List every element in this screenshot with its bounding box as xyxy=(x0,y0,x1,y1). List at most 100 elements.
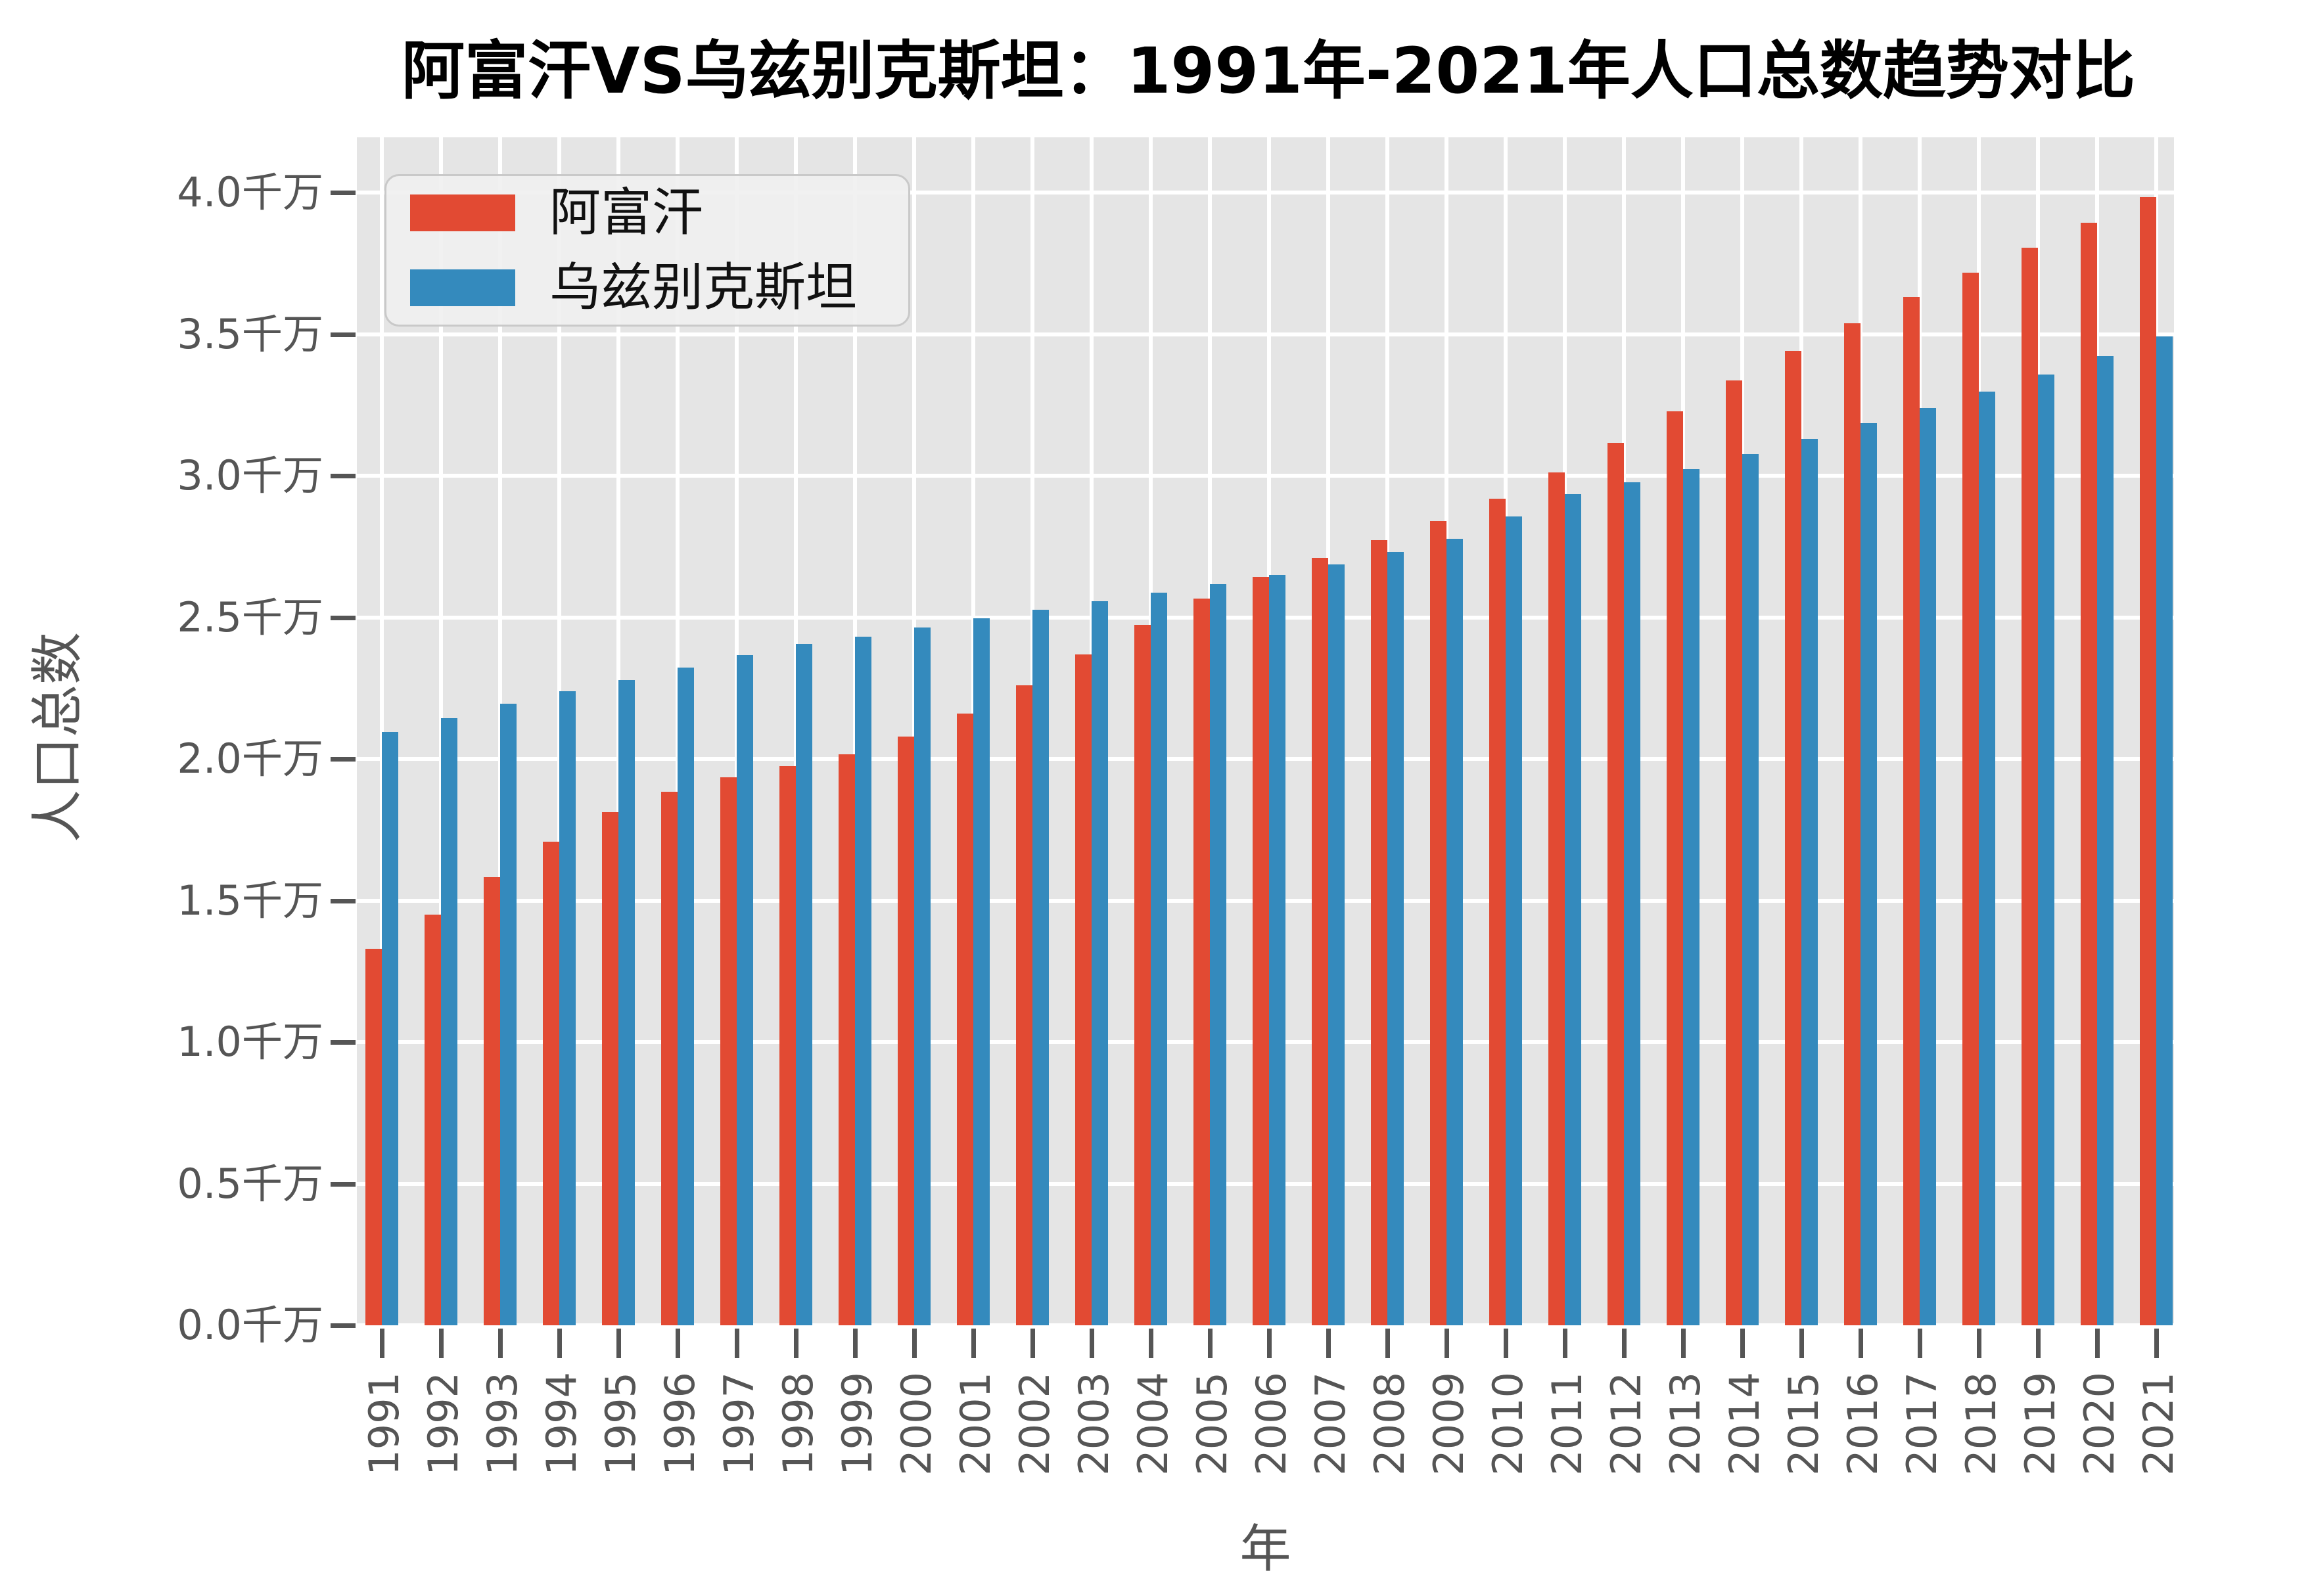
legend-swatch-afghanistan xyxy=(410,194,515,231)
bar-uzbekistan-1998 xyxy=(796,644,812,1325)
bar-afghanistan-2010 xyxy=(1489,499,1506,1325)
y-tick-label-3.5千万: 3.5千万 xyxy=(177,309,323,358)
bar-uzbekistan-2008 xyxy=(1387,552,1404,1325)
legend-label-uzbekistan: 乌兹别克斯坦 xyxy=(549,258,858,317)
bar-afghanistan-1997 xyxy=(720,777,737,1325)
bar-uzbekistan-1995 xyxy=(618,680,635,1325)
y-tick-label-1.0千万: 1.0千万 xyxy=(177,1018,323,1066)
x-tick-label-2007: 2007 xyxy=(1306,1372,1354,1476)
bar-afghanistan-2012 xyxy=(1607,443,1624,1325)
y-tick-label-3.0千万: 3.0千万 xyxy=(177,451,323,499)
bar-afghanistan-2006 xyxy=(1253,577,1269,1325)
bar-afghanistan-2007 xyxy=(1312,558,1328,1325)
x-tick-label-2005: 2005 xyxy=(1188,1372,1236,1476)
x-tick-label-2012: 2012 xyxy=(1602,1372,1650,1476)
bar-afghanistan-1998 xyxy=(779,766,796,1325)
x-tick-mark-2018 xyxy=(1977,1329,1981,1358)
x-tick-label-1998: 1998 xyxy=(774,1372,822,1476)
y-axis-label: 人口总数 xyxy=(27,632,88,842)
bar-uzbekistan-2020 xyxy=(2097,356,2114,1325)
x-tick-mark-2020 xyxy=(2095,1329,2100,1358)
bar-uzbekistan-2021 xyxy=(2156,336,2173,1325)
chart-title: 阿富汗VS乌兹别克斯坦：1991年-2021年人口总数趋势对比 xyxy=(402,34,2135,108)
x-tick-label-1991: 1991 xyxy=(360,1372,408,1476)
bar-uzbekistan-2010 xyxy=(1506,516,1522,1325)
x-tick-mark-1995 xyxy=(616,1329,621,1358)
bar-afghanistan-1996 xyxy=(661,792,678,1325)
x-tick-label-2006: 2006 xyxy=(1247,1372,1295,1476)
bar-afghanistan-2021 xyxy=(2140,197,2156,1325)
x-tick-label-2021: 2021 xyxy=(2135,1372,2183,1476)
x-axis-label: 年 xyxy=(1239,1520,1291,1579)
x-tick-mark-2011 xyxy=(1563,1329,1567,1358)
x-tick-mark-2014 xyxy=(1740,1329,1745,1358)
bar-uzbekistan-2004 xyxy=(1151,593,1167,1325)
bar-afghanistan-1993 xyxy=(484,877,500,1325)
bar-uzbekistan-2006 xyxy=(1269,575,1285,1325)
x-tick-mark-1991 xyxy=(380,1329,384,1358)
bar-afghanistan-2002 xyxy=(1016,685,1032,1325)
y-tick-mark-3.5千万 xyxy=(331,332,356,337)
bar-uzbekistan-1996 xyxy=(678,668,694,1325)
x-tick-mark-2017 xyxy=(1918,1329,1922,1358)
x-tick-mark-2004 xyxy=(1149,1329,1153,1358)
x-tick-mark-2009 xyxy=(1445,1329,1449,1358)
bar-afghanistan-2013 xyxy=(1667,411,1683,1325)
legend-item-afghanistan: 阿富汗 xyxy=(410,187,908,239)
bar-afghanistan-2004 xyxy=(1134,625,1151,1325)
x-tick-label-2017: 2017 xyxy=(1898,1372,1946,1476)
bar-uzbekistan-2001 xyxy=(973,618,990,1325)
bar-afghanistan-2003 xyxy=(1075,654,1092,1325)
x-tick-label-2002: 2002 xyxy=(1011,1372,1059,1476)
bar-uzbekistan-1994 xyxy=(559,691,576,1325)
y-tick-label-0.5千万: 0.5千万 xyxy=(177,1159,323,1208)
bar-uzbekistan-2016 xyxy=(1861,423,1877,1325)
x-tick-label-2003: 2003 xyxy=(1070,1372,1118,1476)
bar-afghanistan-1991 xyxy=(365,949,382,1325)
bar-uzbekistan-2018 xyxy=(1979,392,1995,1325)
x-tick-label-2016: 2016 xyxy=(1839,1372,1887,1476)
y-tick-mark-0.5千万 xyxy=(331,1181,356,1187)
bar-afghanistan-2015 xyxy=(1785,351,1801,1325)
legend-item-uzbekistan: 乌兹别克斯坦 xyxy=(410,262,908,313)
gridline-v-1991 xyxy=(380,137,384,1325)
x-tick-mark-2015 xyxy=(1799,1329,1804,1358)
bar-afghanistan-2019 xyxy=(2022,248,2038,1325)
bar-uzbekistan-2000 xyxy=(914,627,931,1325)
bar-uzbekistan-1993 xyxy=(500,704,517,1325)
bar-uzbekistan-2019 xyxy=(2038,375,2054,1325)
bar-afghanistan-2016 xyxy=(1844,323,1861,1325)
gridline-h-3.5千万 xyxy=(357,332,2174,336)
x-tick-mark-1999 xyxy=(853,1329,858,1358)
x-tick-mark-1993 xyxy=(498,1329,503,1358)
bar-afghanistan-1992 xyxy=(425,915,441,1325)
bar-uzbekistan-2005 xyxy=(1210,584,1226,1325)
bar-afghanistan-2000 xyxy=(898,737,914,1325)
y-tick-label-4.0千万: 4.0千万 xyxy=(177,168,323,216)
x-tick-label-1996: 1996 xyxy=(656,1372,704,1476)
x-tick-mark-2000 xyxy=(912,1329,917,1358)
bar-afghanistan-2011 xyxy=(1548,472,1565,1325)
y-tick-mark-1.5千万 xyxy=(331,898,356,903)
bar-afghanistan-2014 xyxy=(1726,380,1742,1325)
bar-afghanistan-1994 xyxy=(543,842,559,1325)
x-tick-label-2004: 2004 xyxy=(1129,1372,1177,1476)
bar-uzbekistan-2003 xyxy=(1092,601,1108,1325)
y-tick-label-0.0千万: 0.0千万 xyxy=(177,1301,323,1349)
y-tick-mark-3.0千万 xyxy=(331,474,356,478)
bar-uzbekistan-2015 xyxy=(1801,439,1818,1325)
x-tick-label-2018: 2018 xyxy=(1957,1372,2005,1476)
x-tick-mark-1997 xyxy=(735,1329,739,1358)
legend-label-afghanistan: 阿富汗 xyxy=(549,183,704,242)
legend: 阿富汗乌兹别克斯坦 xyxy=(384,174,910,327)
x-tick-label-2013: 2013 xyxy=(1661,1372,1709,1476)
x-tick-label-2019: 2019 xyxy=(2016,1372,2064,1476)
x-tick-label-2011: 2011 xyxy=(1543,1372,1591,1476)
x-tick-mark-1998 xyxy=(794,1329,798,1358)
plot-area: 阿富汗乌兹别克斯坦 xyxy=(357,137,2174,1325)
x-tick-label-1995: 1995 xyxy=(597,1372,645,1476)
bar-uzbekistan-1999 xyxy=(855,637,871,1325)
x-tick-mark-2003 xyxy=(1090,1329,1094,1358)
bar-uzbekistan-1992 xyxy=(441,718,457,1325)
x-tick-label-2001: 2001 xyxy=(952,1372,1000,1476)
